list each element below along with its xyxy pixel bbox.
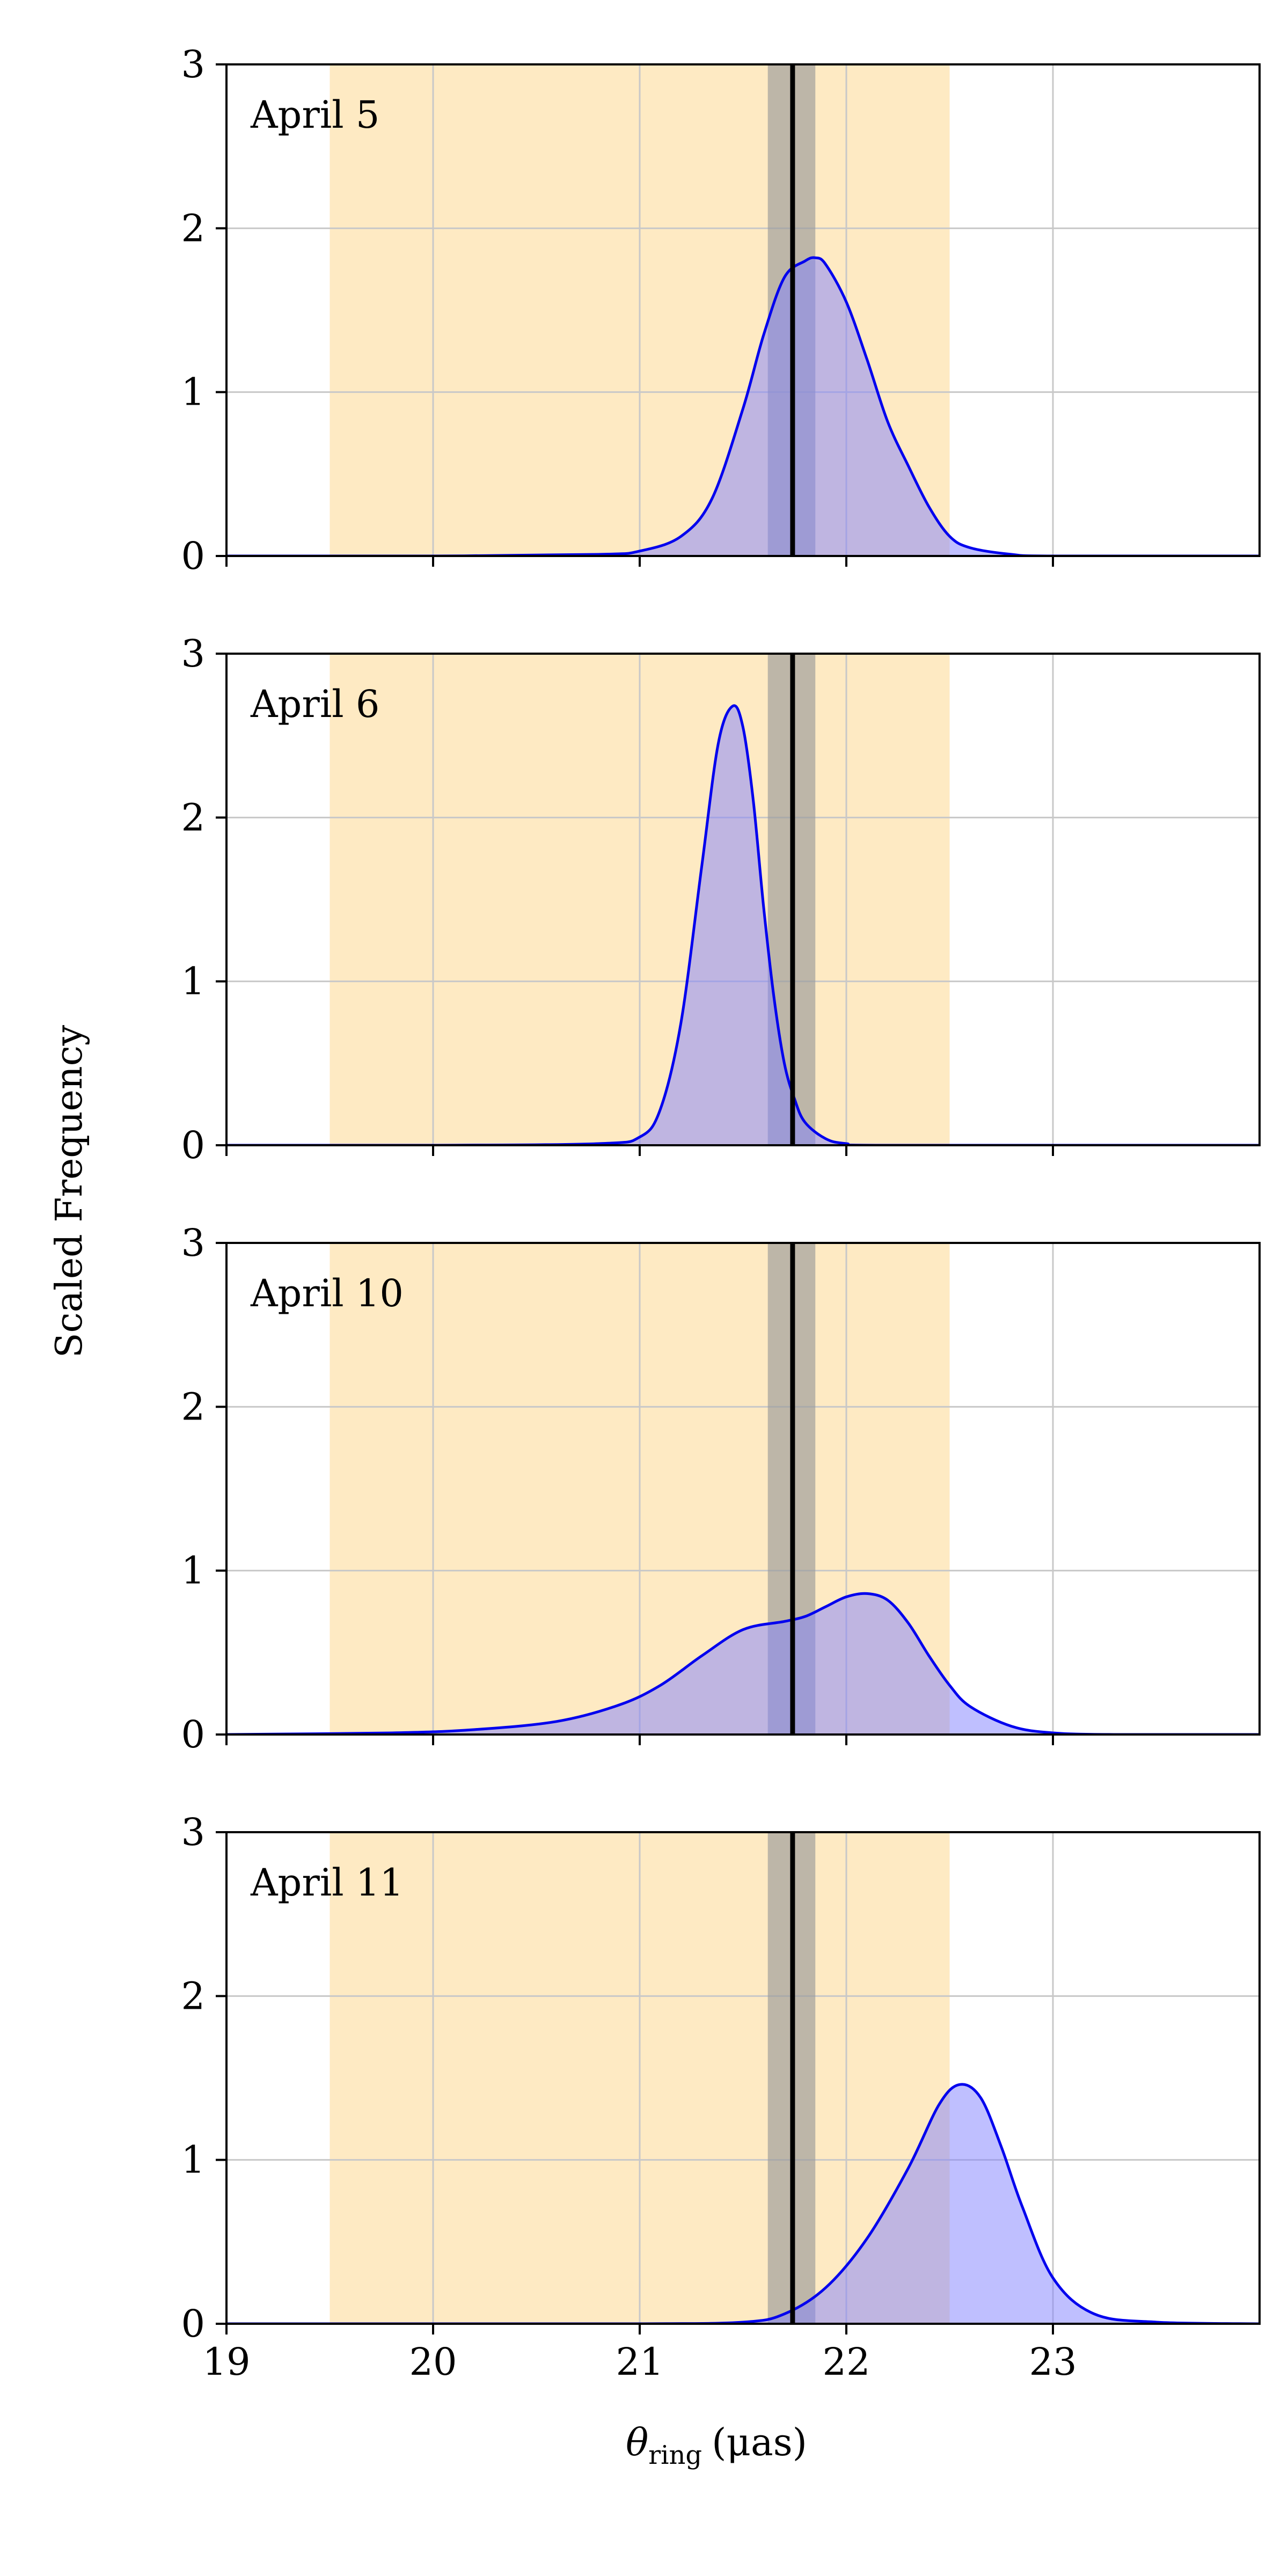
x-tick-label: 21: [616, 2340, 663, 2384]
x-axis-label-subscript: ring: [648, 2440, 702, 2470]
x-tick-label: 20: [409, 2340, 457, 2384]
panel-1: 0 1 2 3 April 6: [181, 632, 1261, 1167]
y-axis-label: Scaled Frequency: [48, 1024, 91, 1358]
x-tick-label: 23: [1029, 2340, 1077, 2384]
panel-0: 0 1 2 3 April 5: [181, 42, 1261, 578]
gridlines: [226, 1243, 1260, 1735]
x-axis-label-unit: (μas): [712, 2420, 807, 2464]
x-axis-label: θring (μas): [626, 2420, 807, 2470]
panel-label: April 10: [250, 1271, 404, 1315]
distribution-area: [226, 2084, 1260, 2324]
distribution-area: [226, 705, 1260, 1145]
y-tick-label: 2: [181, 1385, 205, 1429]
y-tick-label: 1: [181, 2138, 205, 2182]
y-tick-label: 2: [181, 206, 205, 250]
y-tick-label: 1: [181, 1549, 205, 1593]
distribution-area: [226, 1593, 1260, 1735]
x-tick-label: 19: [202, 2340, 250, 2384]
y-tick-label: 1: [181, 960, 205, 1004]
gridlines: [226, 1832, 1260, 2324]
y-tick-label: 0: [181, 1123, 205, 1167]
y-tick-label: 0: [181, 534, 205, 578]
panel-label: April 6: [250, 682, 379, 726]
y-tick-label: 2: [181, 1974, 205, 2018]
x-tick-label: 22: [822, 2340, 870, 2384]
y-tick-label: 3: [181, 42, 205, 86]
axes-frame: [225, 1242, 1261, 1736]
axes-frame: [225, 63, 1261, 557]
x-axis-label-symbol: θ: [626, 2420, 648, 2464]
y-tick-label: 3: [181, 1221, 205, 1265]
y-tick-label: 3: [181, 1810, 205, 1854]
distribution-curve: [226, 256, 1260, 556]
panel-label: April 5: [250, 93, 379, 137]
distribution-curve: [226, 2083, 1260, 2324]
panel-2: 0 1 2 3 April 10: [181, 1221, 1261, 1757]
distribution-area: [226, 257, 1260, 556]
axes-frame: [225, 1831, 1261, 2325]
panel-label: April 11: [250, 1861, 404, 1905]
y-tick-label: 2: [181, 795, 205, 839]
y-tick-label: 1: [181, 370, 205, 414]
distribution-curve: [226, 704, 1260, 1145]
y-tick-label: 0: [181, 1713, 205, 1757]
axes-frame: [225, 653, 1261, 1146]
y-tick-label: 3: [181, 632, 205, 676]
distribution-curve: [226, 1592, 1260, 1735]
y-tick-label: 0: [181, 2302, 205, 2346]
